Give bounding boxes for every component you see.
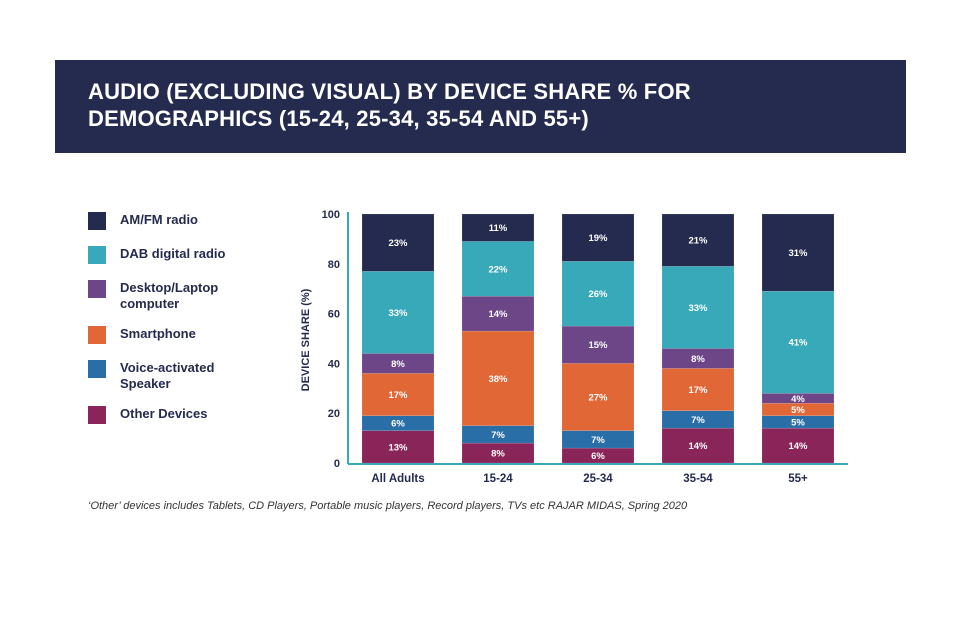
data-label: 6%	[391, 419, 405, 430]
data-label: 31%	[788, 248, 808, 259]
title-line-1: AUDIO (EXCLUDING VISUAL) BY DEVICE SHARE…	[88, 79, 691, 104]
legend-label: Voice-activated Speaker	[120, 360, 215, 391]
bar-segment	[561, 363, 635, 431]
data-label: 26%	[588, 289, 608, 300]
y-tick-label: 80	[328, 259, 340, 271]
y-axis-label: DEVICE SHARE (%)	[300, 288, 312, 391]
y-tick-label: 20	[328, 408, 340, 420]
bar-segment	[361, 415, 435, 431]
x-tick-label: 15-24	[483, 473, 513, 485]
data-label: 7%	[491, 430, 505, 441]
bar-segment	[361, 373, 435, 416]
bar-segment	[461, 241, 535, 297]
data-label: 6%	[591, 451, 605, 462]
legend-label: DAB digital radio	[120, 246, 226, 261]
data-label: 14%	[788, 441, 808, 452]
data-label: 5%	[791, 417, 805, 428]
legend-label: Other Devices	[120, 406, 208, 421]
bar-segment	[561, 213, 635, 262]
bar-segment	[661, 213, 735, 267]
bar-segment	[661, 266, 735, 349]
bar-segment	[761, 290, 835, 394]
data-label: 22%	[488, 264, 508, 275]
legend-swatch	[88, 360, 106, 378]
legend-label: Smartphone	[120, 326, 196, 341]
bar-segment	[361, 271, 435, 354]
data-label: 8%	[691, 354, 705, 365]
y-tick-label: 60	[328, 309, 340, 321]
data-label: 21%	[688, 236, 708, 247]
data-label: 14%	[688, 441, 708, 452]
legend-item: Desktop/Laptop computer	[88, 280, 268, 312]
x-tick-label: 35-54	[683, 473, 713, 485]
bar-segment	[761, 427, 835, 464]
bar-segment	[661, 368, 735, 411]
bar-segment	[361, 213, 435, 272]
bar-segment	[461, 295, 535, 332]
data-label: 7%	[691, 415, 705, 426]
data-label: 8%	[491, 449, 505, 460]
x-tick-label: 25-34	[583, 473, 613, 485]
data-label: 14%	[488, 309, 508, 320]
data-label: 17%	[688, 385, 708, 396]
legend-item: Smartphone	[88, 326, 268, 344]
data-label: 13%	[388, 442, 408, 453]
data-label: 23%	[388, 238, 408, 249]
data-label: 8%	[391, 359, 405, 370]
y-tick-label: 40	[328, 358, 340, 370]
legend-item: Other Devices	[88, 406, 268, 424]
legend-item: Voice-activated Speaker	[88, 360, 268, 392]
data-label: 33%	[688, 303, 708, 314]
y-tick-label: 100	[322, 209, 340, 221]
x-tick-label: All Adults	[371, 473, 424, 485]
data-label: 11%	[489, 223, 508, 234]
y-tick-label: 0	[334, 458, 340, 470]
data-label: 41%	[788, 338, 808, 349]
data-label: 27%	[588, 393, 608, 404]
legend-item: AM/FM radio	[88, 212, 268, 230]
chart-title: AUDIO (EXCLUDING VISUAL) BY DEVICE SHARE…	[88, 78, 691, 132]
legend-item: DAB digital radio	[88, 246, 268, 264]
data-label: 5%	[791, 405, 805, 416]
bar-segment	[561, 261, 635, 327]
data-label: 7%	[591, 435, 605, 446]
data-label: 19%	[588, 233, 608, 244]
legend-label: AM/FM radio	[120, 212, 198, 227]
legend-swatch	[88, 280, 106, 298]
legend-swatch	[88, 406, 106, 424]
title-banner: AUDIO (EXCLUDING VISUAL) BY DEVICE SHARE…	[55, 60, 906, 153]
bar-segment	[561, 325, 635, 364]
footnote: ‘Other’ devices includes Tablets, CD Pla…	[88, 500, 688, 512]
data-label: 38%	[488, 374, 508, 385]
data-label: 33%	[388, 308, 408, 319]
data-label: 4%	[791, 394, 805, 405]
legend-swatch	[88, 212, 106, 230]
legend-swatch	[88, 326, 106, 344]
bar-segment	[661, 427, 735, 464]
bar-segment	[461, 330, 535, 426]
data-label: 15%	[588, 340, 608, 351]
x-tick-label: 55+	[788, 473, 808, 485]
data-label: 17%	[388, 390, 408, 401]
bar-segment	[761, 213, 835, 292]
legend-label: Desktop/Laptop computer	[120, 280, 219, 311]
legend-swatch	[88, 246, 106, 264]
title-line-2: DEMOGRAPHICS (15-24, 25-34, 35-54 AND 55…	[88, 106, 589, 131]
bar-segment	[461, 213, 535, 242]
